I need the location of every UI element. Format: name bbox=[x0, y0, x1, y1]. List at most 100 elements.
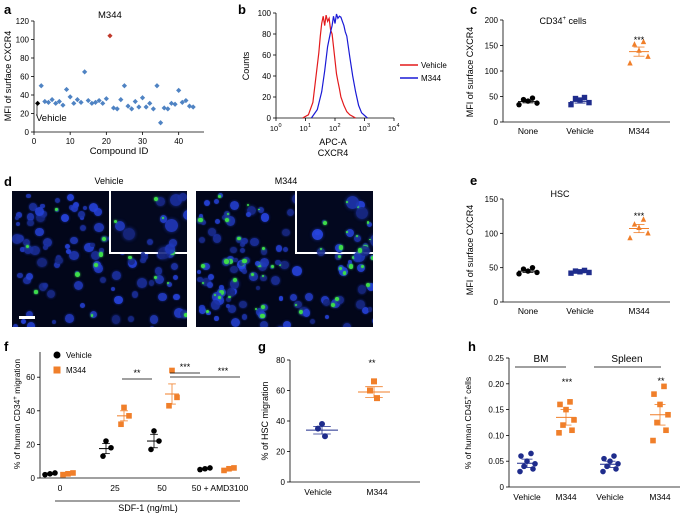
panel-a-ytick-label: 80 bbox=[20, 54, 29, 63]
panel-b-xtick-exponent: 4 bbox=[396, 123, 399, 129]
cell-nucleus bbox=[89, 311, 97, 318]
cell-nucleus bbox=[26, 213, 35, 221]
panel-f-point bbox=[151, 428, 157, 434]
panel-a: a 0 20 40 60 80 100 120 0 10 20 30 40 M344 Vehicle… bbox=[3, 2, 204, 157]
cxcr4-signal bbox=[228, 295, 231, 299]
cell-nucleus bbox=[127, 257, 136, 266]
panel-h-ylabel-tail: cells bbox=[463, 377, 473, 396]
panel-g-xlabels: Vehicle M344 bbox=[304, 487, 388, 497]
cxcr4-signal bbox=[246, 204, 249, 207]
cell-nucleus bbox=[173, 275, 178, 281]
panel-a-point bbox=[121, 83, 128, 89]
cell-nucleus bbox=[89, 202, 99, 212]
cell-nucleus bbox=[173, 293, 180, 300]
cell-nucleus bbox=[241, 269, 247, 275]
panel-h-point bbox=[569, 427, 575, 434]
cxcr4-signal bbox=[219, 290, 224, 295]
cxcr4-signal bbox=[201, 264, 206, 269]
cell-nucleus bbox=[111, 315, 121, 324]
cell-nucleus bbox=[290, 294, 298, 302]
panel-g-points bbox=[306, 378, 390, 440]
panel-f-point bbox=[118, 421, 124, 428]
cxcr4-signal bbox=[260, 314, 265, 319]
panel-f-xtick-label: 50 + AMD3100 bbox=[192, 483, 249, 493]
cell-nucleus bbox=[260, 258, 269, 268]
cell-nucleus bbox=[226, 288, 236, 297]
panel-h-point bbox=[613, 466, 619, 472]
cell-nucleus bbox=[17, 272, 23, 279]
cell-nucleus bbox=[233, 257, 239, 263]
cell-nucleus bbox=[128, 315, 134, 322]
cxcr4-signal bbox=[202, 281, 205, 284]
panel-a-xlabel: Compound ID bbox=[90, 146, 149, 157]
panel-a-point bbox=[139, 95, 146, 101]
panel-a-point bbox=[78, 99, 84, 105]
panel-d: d Vehicle M344 bbox=[4, 174, 297, 189]
cell-nucleus bbox=[213, 198, 220, 205]
panel-b-ytick-label: 40 bbox=[262, 72, 271, 81]
panel-a-point bbox=[63, 86, 70, 93]
cell-nucleus bbox=[219, 285, 224, 290]
cell-nucleus bbox=[196, 269, 202, 274]
cell-nucleus bbox=[260, 212, 270, 222]
cell-nucleus bbox=[228, 305, 236, 313]
cell-nucleus bbox=[90, 250, 100, 260]
panel-b-ytick-label: 0 bbox=[267, 114, 272, 123]
cxcr4-signal bbox=[128, 256, 132, 260]
cell-nucleus bbox=[204, 199, 211, 206]
panel-g-point bbox=[371, 378, 377, 385]
panel-g: g 0 20 40 60 80 Vehicle M344 ** % of HSC migr… bbox=[258, 339, 420, 497]
panel-a-point bbox=[168, 100, 175, 106]
cxcr4-signal bbox=[357, 206, 360, 209]
cell-nucleus bbox=[323, 298, 331, 306]
cxcr4-signal bbox=[93, 262, 98, 267]
cell-nucleus bbox=[55, 256, 63, 264]
cxcr4-signal bbox=[351, 255, 355, 259]
panel-c-xlabel: Vehicle bbox=[566, 126, 594, 136]
cell-nucleus bbox=[331, 299, 340, 309]
cell-nucleus bbox=[316, 248, 325, 257]
panel-a-point bbox=[71, 100, 77, 106]
cell-nucleus bbox=[166, 281, 173, 288]
panel-b-label: b bbox=[238, 2, 246, 17]
cell-nucleus bbox=[202, 277, 211, 287]
panel-f-points bbox=[42, 367, 237, 478]
panel-f-xlabels: 0 25 50 50 + AMD3100 bbox=[58, 483, 249, 493]
panel-h-ytick-label: 0.20 bbox=[488, 380, 504, 389]
panel-b-xtick-label: 10 bbox=[329, 124, 337, 133]
cell-nucleus bbox=[78, 211, 85, 218]
cxcr4-signal bbox=[260, 304, 265, 310]
cell-nucleus bbox=[80, 303, 86, 309]
panel-h: h 00.050.100.150.200.25 Vehicle M344 Vehic… bbox=[463, 339, 680, 502]
cell-nucleus bbox=[199, 304, 205, 311]
cell-nucleus bbox=[74, 280, 84, 290]
cxcr4-signal bbox=[339, 267, 343, 271]
panel-d-m344-inset bbox=[295, 191, 373, 262]
panel-a-xtick-label: 40 bbox=[174, 137, 183, 146]
cxcr4-signal bbox=[114, 219, 118, 223]
cxcr4-signal bbox=[55, 208, 58, 211]
panel-a-point bbox=[85, 97, 91, 104]
cxcr4-signal bbox=[278, 264, 281, 267]
panel-b-xtick-exponent: 2 bbox=[337, 123, 340, 129]
panel-a-point bbox=[186, 103, 193, 109]
panel-e-ylabel: MFI of surface CXCR4 bbox=[465, 205, 475, 296]
cell-nucleus bbox=[35, 213, 45, 223]
cxcr4-signal bbox=[322, 220, 328, 226]
panel-g-label: g bbox=[258, 339, 266, 354]
panel-h-ytick-label: 0 bbox=[500, 483, 505, 492]
panel-d-vehicle-micrograph bbox=[12, 191, 187, 327]
cell-nucleus bbox=[243, 257, 251, 265]
cxcr4-signal bbox=[371, 256, 373, 260]
cell-nucleus bbox=[169, 239, 177, 247]
panel-f-ytick-label: 0 bbox=[31, 474, 36, 483]
cell-nucleus bbox=[110, 287, 115, 292]
panel-e-xlabels: None Vehicle M344 bbox=[518, 306, 650, 316]
panel-c-axes bbox=[502, 20, 670, 123]
cell-nucleus bbox=[94, 208, 102, 216]
cell-nucleus bbox=[312, 229, 323, 241]
cell-nucleus bbox=[369, 233, 373, 247]
panel-c-point bbox=[627, 60, 633, 66]
panel-a-point bbox=[190, 104, 196, 110]
panel-f-sig-2: *** bbox=[180, 362, 191, 372]
